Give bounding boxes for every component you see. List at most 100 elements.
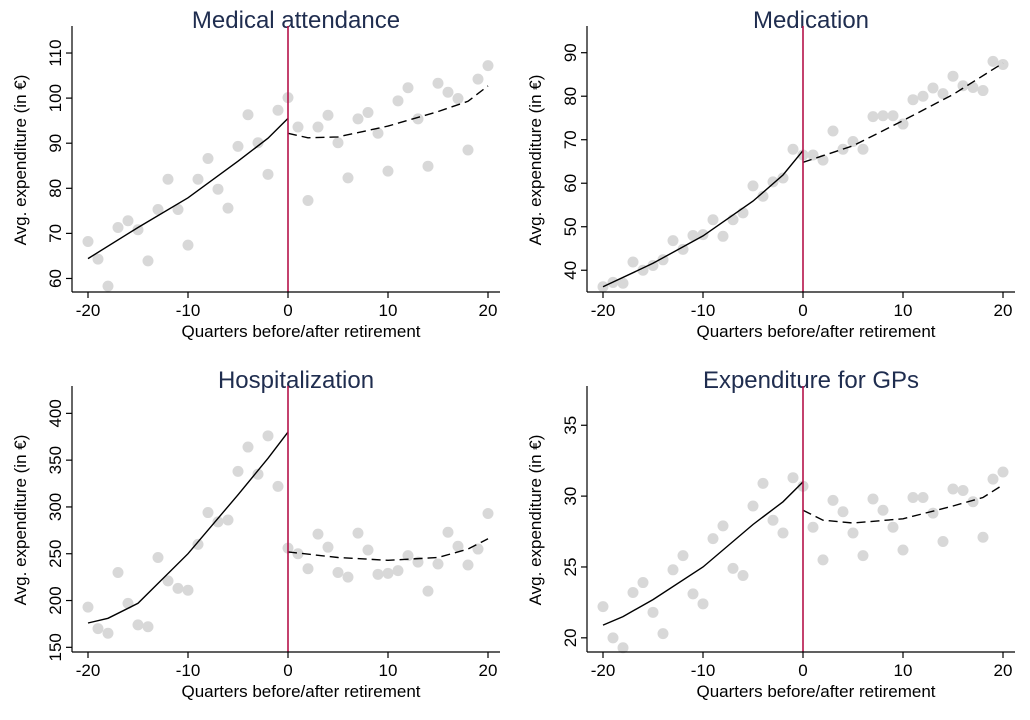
data-point [677, 243, 689, 255]
data-point [342, 571, 354, 583]
x-tick-label: -20 [76, 661, 101, 680]
data-point [617, 642, 629, 654]
x-tick-label: -20 [591, 301, 616, 320]
data-point [372, 127, 384, 139]
x-tick-label: 0 [798, 661, 807, 680]
data-point [352, 113, 364, 125]
data-point [647, 259, 659, 271]
data-point [657, 628, 669, 640]
x-tick-label: 0 [283, 301, 292, 320]
x-tick-label: 20 [479, 661, 498, 680]
data-point [162, 173, 174, 185]
chart-panel-medical-attendance: Medical attendance 60 70 80 90 100 110 -20 -10 0 1… [0, 0, 515, 360]
data-point [667, 564, 679, 576]
data-point [957, 80, 969, 92]
data-point [947, 483, 959, 495]
data-point [262, 430, 274, 442]
data-point [182, 239, 194, 251]
data-point [82, 235, 94, 247]
data-point [92, 253, 104, 265]
data-point [977, 85, 989, 97]
x-tick-label: 10 [894, 301, 913, 320]
data-point [162, 575, 174, 587]
data-point [687, 588, 699, 600]
y-tick-label: 80 [561, 87, 580, 106]
data-point [402, 550, 414, 562]
data-point [777, 527, 789, 539]
data-point [857, 550, 869, 562]
y-tick-label: 70 [561, 130, 580, 149]
data-point [907, 94, 919, 106]
data-point [212, 183, 224, 195]
fit-line-after [287, 538, 489, 562]
data-point [82, 601, 94, 613]
y-axis-label: Avg. expenditure (in €) [11, 435, 30, 606]
fit-line-before [602, 481, 804, 626]
y-tick-label: 70 [46, 224, 65, 243]
data-point [977, 531, 989, 543]
chart-gp-expenditure: Expenditure for GPs 20 25 30 35 -20 -10 0 10 20 Qu… [526, 367, 1015, 701]
chart-title: Medical attendance [192, 7, 400, 34]
data-point [392, 95, 404, 107]
data-point [202, 153, 214, 165]
fit-line-before [602, 150, 804, 288]
data-point [737, 207, 749, 219]
data-point [867, 493, 879, 505]
data-point [422, 585, 434, 597]
x-tick-label: 20 [994, 301, 1013, 320]
x-axis-label: Quarters before/after retirement [181, 682, 420, 701]
y-tick-label: 80 [46, 179, 65, 198]
data-point [482, 60, 494, 72]
data-point [937, 535, 949, 547]
x-tick-label: 20 [479, 301, 498, 320]
data-point [132, 619, 144, 631]
data-point [452, 93, 464, 105]
data-point [877, 504, 889, 516]
y-axis-label: Avg. expenditure (in €) [11, 75, 30, 246]
data-point [262, 168, 274, 180]
data-point [857, 143, 869, 155]
data-point [987, 473, 999, 485]
data-point [232, 465, 244, 477]
data-point [757, 477, 769, 489]
data-point [827, 125, 839, 137]
y-tick-label: 300 [46, 493, 65, 521]
data-point [917, 90, 929, 102]
data-point [887, 521, 899, 533]
data-point [647, 606, 659, 618]
data-point [402, 82, 414, 94]
x-tick-label: 20 [994, 661, 1013, 680]
y-tick-label: 100 [46, 84, 65, 112]
data-point [102, 280, 114, 292]
chart-medication: Medication 40 50 60 70 80 90 -20 -10 0 10 20 Quarter… [526, 7, 1015, 341]
data-point [847, 527, 859, 539]
data-point [667, 235, 679, 247]
fit-line-after [802, 62, 1004, 163]
data-point [837, 506, 849, 518]
y-tick-label: 50 [561, 217, 580, 236]
y-tick-label: 20 [561, 628, 580, 647]
x-tick-label: 0 [283, 661, 292, 680]
data-point [597, 601, 609, 613]
data-point [627, 256, 639, 268]
data-point [817, 554, 829, 566]
y-tick-label: 30 [561, 487, 580, 506]
data-point [192, 173, 204, 185]
data-point [292, 121, 304, 133]
data-point [767, 514, 779, 526]
y-tick-label: 90 [46, 134, 65, 153]
data-point [212, 516, 224, 528]
fit-line-after [287, 85, 489, 139]
data-point [707, 533, 719, 545]
data-point [432, 558, 444, 570]
data-point [362, 107, 374, 119]
data-point [967, 496, 979, 508]
data-point [152, 203, 164, 215]
y-tick-label: 60 [561, 174, 580, 193]
data-point [222, 202, 234, 214]
data-point [967, 82, 979, 94]
data-point [817, 154, 829, 166]
data-point [917, 492, 929, 504]
data-point [697, 598, 709, 610]
y-tick-label: 400 [46, 399, 65, 427]
